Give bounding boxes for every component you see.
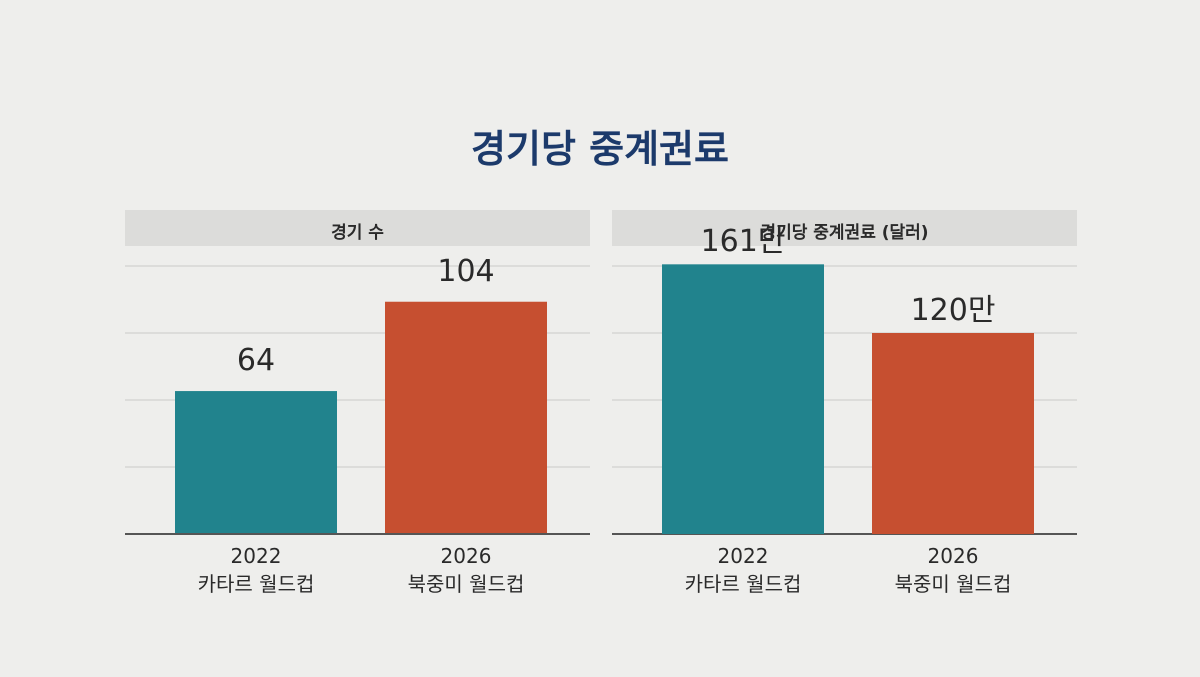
panel-header: [612, 210, 1077, 246]
bar: [385, 301, 547, 534]
value-label: 120만: [910, 293, 996, 328]
x-tick-label: 2022 카타르 월드컵: [684, 544, 802, 596]
value-label: 104: [437, 253, 495, 289]
bar: [175, 391, 337, 534]
bar: [872, 333, 1034, 534]
panel-header: [125, 210, 590, 246]
bar: [662, 264, 824, 534]
value-label: 161만: [700, 224, 786, 260]
x-tick-label: 2026 북중미 월드컵: [407, 544, 525, 596]
x-tick-label: 2026 북중미 월드컵: [894, 544, 1012, 596]
value-label: 64: [236, 343, 276, 379]
x-tick-label: 2022 카타르 월드컵: [197, 544, 315, 596]
main-title: 경기당 중계권료: [471, 127, 729, 171]
panel-title: 경기당 중계권료 (달러): [760, 223, 929, 243]
panel-title: 경기 수: [331, 223, 384, 243]
